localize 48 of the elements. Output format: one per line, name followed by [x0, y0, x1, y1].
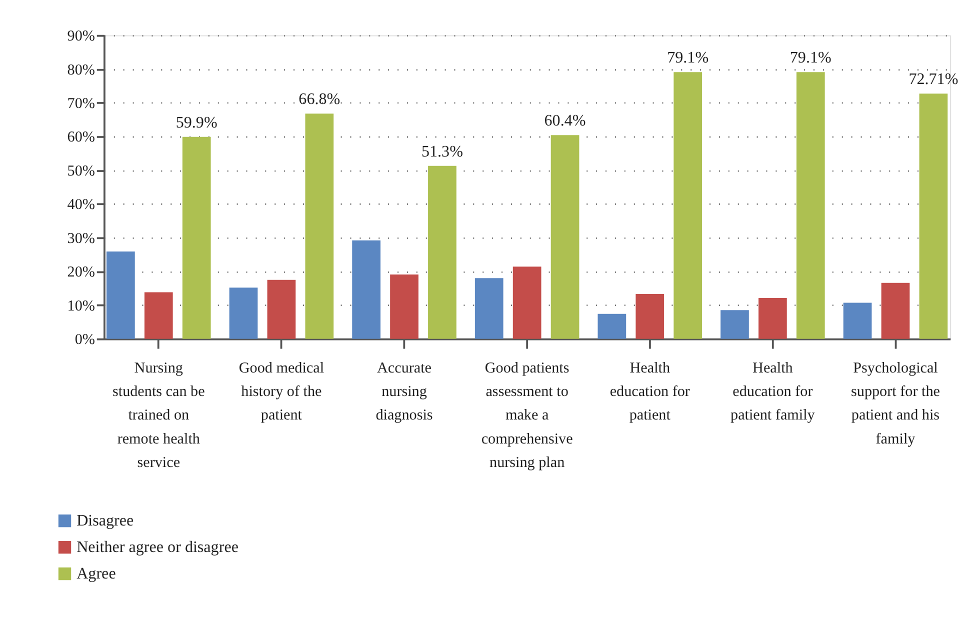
data-label: 51.3% [421, 143, 463, 160]
data-label: 79.1% [790, 50, 832, 67]
x-tick-label: Good patients assessment to make a comprehensive nursing plan [481, 360, 574, 471]
data-label: 79.1% [667, 50, 709, 67]
bar [106, 252, 135, 339]
bar [550, 135, 580, 339]
x-tick-label: Nursing students can be trained on remote health service [112, 360, 206, 471]
y-tick-label: 80% [67, 62, 96, 78]
bar [512, 266, 542, 339]
data-label: 60.4% [544, 112, 586, 130]
data-label: 66.8% [298, 91, 340, 108]
bar [305, 114, 334, 339]
bar [720, 310, 749, 339]
bar [144, 292, 173, 339]
legend-label: Neither agree or disagree [76, 539, 238, 556]
y-tick-label: 10% [67, 298, 96, 314]
bar [352, 240, 380, 339]
y-tick-label: 40% [67, 197, 96, 214]
bar [674, 72, 702, 339]
bar [758, 298, 787, 339]
x-tick-label: Good medical history of the patient [238, 360, 324, 424]
bar [267, 280, 296, 339]
bar [390, 274, 418, 339]
bar [796, 72, 825, 339]
bar [598, 314, 626, 339]
x-tick-label: Psychological support for the patient and his family [851, 360, 940, 448]
bar [881, 282, 910, 339]
legend-label: Disagree [76, 512, 134, 530]
y-tick-label: 30% [67, 230, 96, 247]
bar [919, 94, 948, 339]
bar [636, 294, 664, 339]
y-tick-label: 90% [67, 28, 96, 45]
bar [229, 288, 258, 339]
y-tick-label: 70% [67, 96, 96, 112]
legend-label: Agree [76, 566, 116, 583]
bar [428, 166, 456, 339]
y-tick-label: 60% [67, 130, 96, 146]
bar [474, 278, 504, 339]
bar [843, 302, 872, 339]
y-tick-label: 50% [67, 163, 96, 180]
x-tick-label: Accurate nursing diagnosis [376, 360, 433, 424]
bar [182, 136, 211, 339]
x-tick-label: Health education for patient family [730, 360, 816, 424]
x-tick-label: Health education for patient [610, 360, 690, 424]
data-label: 72.71% [908, 71, 958, 88]
y-tick-label: 0% [74, 332, 96, 348]
y-tick-label: 20% [67, 264, 96, 281]
data-label: 59.9% [176, 114, 218, 132]
